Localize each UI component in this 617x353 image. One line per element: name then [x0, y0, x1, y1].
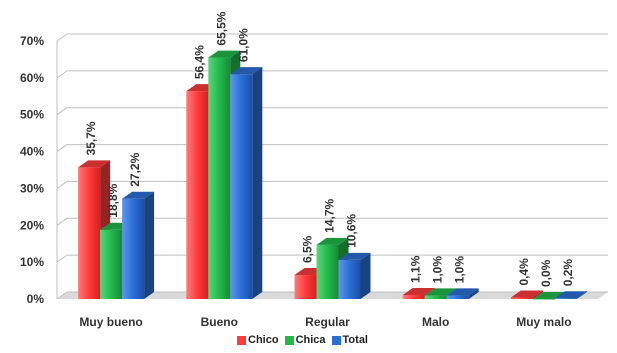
x-tick-label: Malo: [422, 315, 449, 329]
bar-top: [316, 237, 349, 245]
data-label: 14,7%: [323, 198, 337, 232]
y-tick-label: 30%: [20, 181, 44, 195]
bar: [122, 191, 155, 299]
data-label: 0,0%: [539, 259, 553, 287]
bar-side: [468, 288, 479, 299]
x-tick-label: Regular: [305, 315, 350, 329]
gridline-slant: [56, 107, 68, 116]
data-label: 1,1%: [409, 255, 423, 283]
legend-swatch-chico: [237, 335, 246, 345]
bar: [510, 290, 543, 299]
gridline-slant: [56, 254, 68, 263]
y-axis: 0% 10% 20% 30% 40% 50% 60% 70%: [20, 34, 58, 306]
bar: [230, 67, 263, 300]
gridline-slant: [56, 33, 68, 42]
bar-front: [294, 275, 317, 299]
data-label: 27,2%: [128, 152, 142, 186]
y-tick-label: 50%: [20, 108, 44, 122]
bar-front: [338, 259, 361, 299]
y-tick-label: 0%: [27, 292, 45, 306]
x-tick-label: Muy bueno: [79, 315, 142, 329]
bar-top: [122, 191, 155, 199]
bar-top: [510, 290, 543, 298]
legend-item-total: Total: [331, 334, 368, 346]
x-tick-label: Bueno: [201, 315, 238, 329]
bar-top: [554, 291, 587, 299]
bar-top: [402, 287, 435, 295]
bar-top: [446, 288, 479, 296]
gridline-slant: [56, 144, 68, 152]
bar-top: [208, 50, 241, 58]
bar-top: [230, 67, 263, 75]
bar-front: [424, 295, 447, 299]
legend-swatch-chica: [284, 335, 294, 345]
bar-front: [532, 299, 555, 300]
bar-side: [144, 191, 155, 299]
legend-label-total: Total: [342, 334, 368, 346]
x-axis-labels: Muy bueno Bueno Regular Malo Muy malo: [79, 315, 571, 329]
bars: 35,7% 18,8% 27,2% 56,4% 65,5% 61,0% 6,5% 14,7% 1…: [78, 11, 587, 300]
bar-top: [338, 252, 371, 260]
data-label: 35,7%: [84, 121, 98, 155]
bar-front: [554, 298, 577, 299]
bar-side: [252, 67, 263, 300]
bar-front: [316, 244, 339, 299]
gridline-slant: [56, 181, 68, 189]
legend-label-chico: Chico: [248, 334, 279, 346]
y-tick-label: 10%: [20, 255, 44, 269]
y-tick-label: 70%: [20, 34, 44, 48]
data-label: 18,8%: [106, 183, 120, 217]
data-label: 1,0%: [453, 256, 467, 284]
legend-label-chica: Chica: [295, 334, 326, 346]
bar-side: [532, 290, 543, 299]
data-label: 56,4%: [192, 45, 206, 79]
legend-item-chica: Chica: [284, 334, 326, 346]
y-tick-label: 40%: [20, 145, 44, 159]
legend-swatch-total: [331, 335, 341, 345]
y-tick-label: 60%: [20, 71, 44, 85]
bar-front: [510, 297, 533, 299]
bar-front: [78, 167, 101, 299]
gridline-slant: [56, 217, 68, 226]
bar: [338, 252, 371, 299]
bar-front: [186, 91, 209, 299]
bar-front: [446, 295, 469, 299]
data-label: 1,0%: [431, 256, 445, 284]
x-tick-label: Muy malo: [516, 315, 571, 329]
gridline-slant: [56, 70, 68, 79]
legend-item-chico: Chico: [237, 334, 279, 346]
bar-front: [402, 294, 425, 299]
gridline-slant: [56, 291, 68, 300]
data-label: 0,2%: [561, 259, 575, 287]
bar-side: [576, 291, 587, 299]
data-label: 6,5%: [301, 235, 315, 263]
data-label: 10,6%: [345, 214, 359, 248]
bar-front: [208, 57, 231, 300]
bar-front: [230, 74, 253, 300]
bar: [446, 288, 479, 299]
legend: Chico Chica Total: [237, 334, 368, 346]
data-label: 0,4%: [517, 258, 531, 286]
bar-side: [360, 252, 371, 299]
bar-front: [122, 198, 145, 299]
bar-top: [78, 160, 111, 168]
bar: [554, 291, 587, 299]
data-label: 61,0%: [236, 28, 250, 62]
data-label: 65,5%: [214, 11, 228, 45]
y-tick-label: 20%: [20, 218, 44, 232]
bar-front: [100, 229, 123, 299]
bar-top: [424, 288, 457, 296]
